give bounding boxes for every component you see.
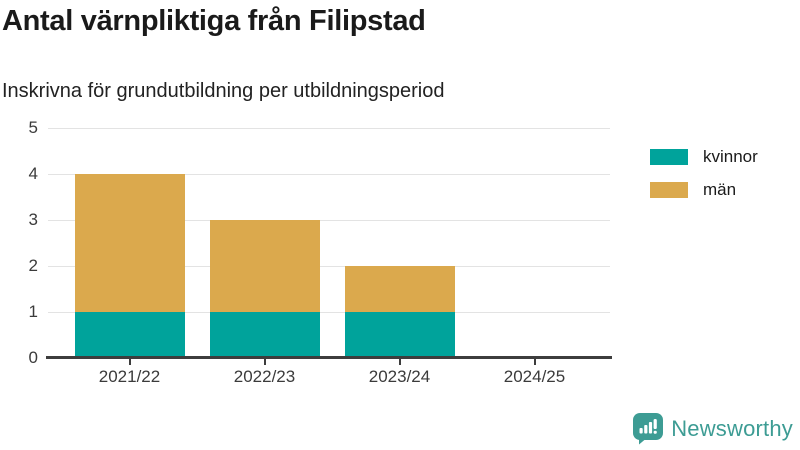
- x-tick-label-2023-24: 2023/24: [368, 367, 431, 386]
- legend-swatch-män: [650, 182, 688, 198]
- x-tick-label-2022-23: 2022/23: [233, 367, 296, 386]
- y-tick-label-5: 5: [28, 118, 38, 137]
- bar-segment-kvinnor-2023-24: [344, 312, 455, 358]
- legend-label-kvinnor: kvinnor: [703, 147, 758, 166]
- plot-area: [48, 128, 610, 358]
- legend: kvinnor män: [650, 147, 758, 213]
- bar-segment-män-2021-22: [74, 174, 185, 312]
- y-tick-label-3: 3: [28, 210, 38, 229]
- legend-label-män: män: [703, 180, 737, 199]
- legend-item-män: män: [650, 180, 758, 200]
- gridline-y4: [48, 174, 610, 175]
- x-tick-2022-23: [263, 359, 266, 365]
- gridline-y5: [48, 128, 610, 129]
- y-tick-label-0: 0: [28, 348, 38, 367]
- x-tick-2024-25: [533, 359, 536, 365]
- x-tick-label-2024-25: 2024/25: [503, 367, 566, 386]
- y-tick-label-4: 4: [28, 164, 38, 183]
- y-tick-label-1: 1: [28, 302, 38, 321]
- bar-segment-kvinnor-2021-22: [74, 312, 185, 358]
- chart-subtitle: Inskrivna för grundutbildning per utbild…: [2, 80, 445, 102]
- bar-segment-män-2023-24: [344, 266, 455, 312]
- y-tick-label-2: 2: [28, 256, 38, 275]
- legend-item-kvinnor: kvinnor: [650, 147, 758, 167]
- legend-swatch-kvinnor: [650, 149, 688, 165]
- newsworthy-bubble-chart-icon: [633, 413, 664, 445]
- x-tick-label-2021-22: 2021/22: [98, 367, 161, 386]
- gridline-y2: [48, 266, 610, 267]
- x-axis-line: [46, 356, 612, 359]
- x-tick-2021-22: [128, 359, 131, 365]
- chart-title: Antal värnpliktiga från Filipstad: [2, 5, 426, 37]
- bar-segment-kvinnor-2022-23: [209, 312, 320, 358]
- gridline-y1: [48, 312, 610, 313]
- x-tick-2023-24: [398, 359, 401, 365]
- gridline-y3: [48, 220, 610, 221]
- bar-segment-män-2022-23: [209, 220, 320, 312]
- newsworthy-logo: Newsworthy: [632, 412, 793, 445]
- newsworthy-logo-text: Newsworthy: [671, 415, 793, 441]
